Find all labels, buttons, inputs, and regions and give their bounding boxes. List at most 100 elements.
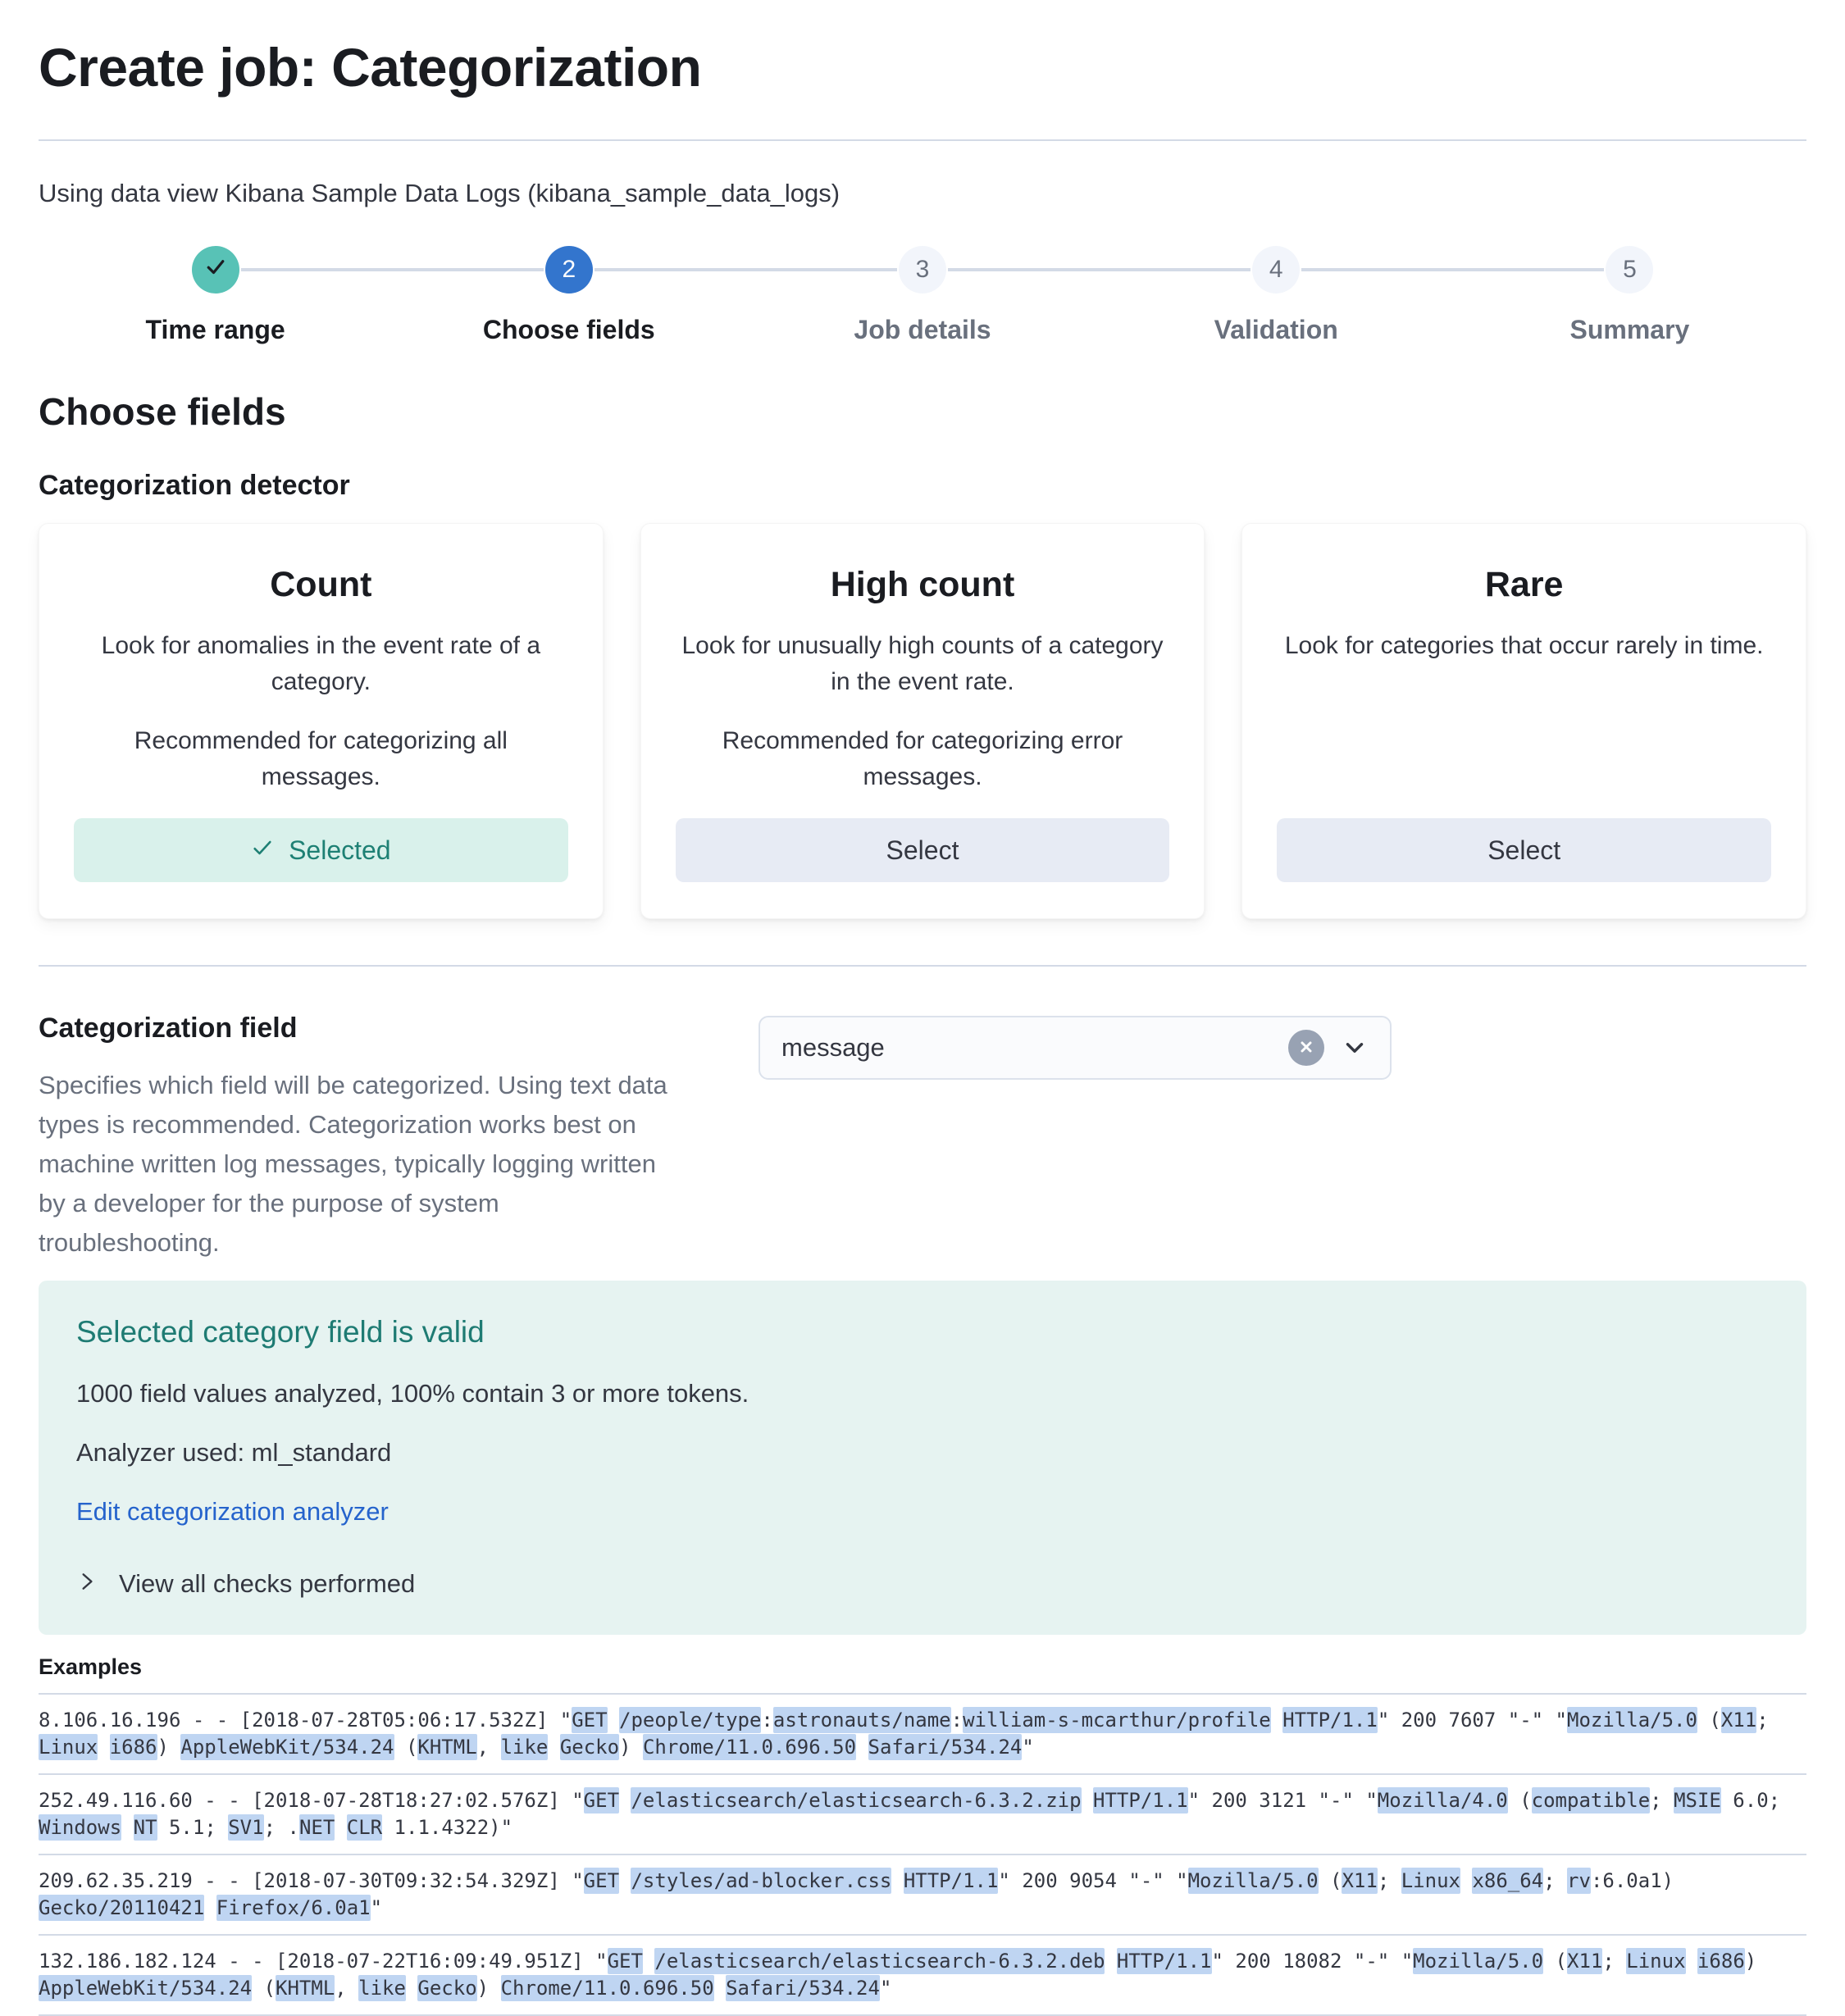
- combobox-value: message: [781, 1033, 885, 1062]
- step-circle-incomplete: 5: [1606, 246, 1654, 294]
- plain-text: 209.62.35.219 - - [2018-07-30T09:32:54.3…: [39, 1869, 584, 1892]
- plain-text: [1105, 1950, 1116, 1973]
- plain-text: ): [157, 1736, 181, 1759]
- plain-text: [608, 1709, 619, 1732]
- highlighted-token: MSIE: [1674, 1787, 1721, 1813]
- highlighted-token: Gecko: [417, 1975, 477, 2001]
- detector-cards: Count Look for anomalies in the event ra…: [39, 523, 1807, 919]
- highlighted-token: Chrome/11.0.696.50: [500, 1975, 714, 2001]
- plain-text: 8.106.16.196 - - [2018-07-28T05:06:17.53…: [39, 1709, 572, 1732]
- plain-text: ): [1744, 1950, 1769, 1973]
- step-summary[interactable]: 5 Summary: [1452, 246, 1806, 345]
- detector-card-high-count: High count Look for unusually high count…: [640, 523, 1205, 919]
- highlighted-token: Mozilla/5.0: [1413, 1948, 1544, 1974]
- page: Create job: Categorization Using data vi…: [0, 33, 1845, 2016]
- plain-text: " 200 3121 "-" ": [1187, 1789, 1378, 1812]
- plain-text: 132.186.182.124 - - [2018-07-22T16:09:49…: [39, 1950, 608, 1973]
- step-label: Choose fields: [482, 315, 655, 344]
- highlighted-token: Mozilla/5.0: [1567, 1707, 1697, 1733]
- step-validation[interactable]: 4 Validation: [1099, 246, 1454, 345]
- view-all-checks-toggle[interactable]: View all checks performed: [76, 1569, 1769, 1599]
- plain-text: 6.0;: [1720, 1789, 1793, 1812]
- choose-fields-heading: Choose fields: [39, 390, 286, 433]
- plain-text: ": [879, 1977, 892, 2000]
- plain-text: 1.1.4322)": [382, 1816, 513, 1839]
- clear-selection-button[interactable]: [1288, 1030, 1324, 1066]
- categorization-field-description: Specifies which field will be categorize…: [39, 1071, 667, 1257]
- toggle-label: View all checks performed: [119, 1569, 416, 1598]
- chevron-down-icon[interactable]: [1341, 1034, 1369, 1062]
- button-label: Select: [1487, 835, 1561, 865]
- categorization-field-control: message: [758, 1013, 1392, 1080]
- highlighted-token: GET: [583, 1787, 620, 1813]
- highlighted-token: HTTP/1.1: [903, 1868, 999, 1894]
- highlighted-token: NET: [298, 1814, 335, 1841]
- categorization-field-info: Categorization field Specifies which fie…: [39, 1013, 686, 1263]
- highlighted-token: Safari/534.24: [726, 1975, 880, 2001]
- examples-section: Examples 8.106.16.196 - - [2018-07-28T05…: [39, 1648, 1806, 2016]
- step-circle-incomplete: 4: [1252, 246, 1301, 294]
- categorization-field-section: Categorization field Specifies which fie…: [39, 1013, 1806, 1263]
- step-time-range[interactable]: Time range: [39, 246, 393, 345]
- highlighted-token: /people/type: [619, 1707, 762, 1733]
- highlighted-token: Gecko/20110421: [39, 1895, 205, 1921]
- callout-analysis-summary: 1000 field values analyzed, 100% contain…: [76, 1379, 749, 1408]
- plain-text: ;: [1650, 1789, 1674, 1812]
- rare-select-button[interactable]: Select: [1277, 818, 1772, 882]
- plain-text: ): [476, 1977, 501, 2000]
- plain-text: [619, 1789, 631, 1812]
- examples-list: 8.106.16.196 - - [2018-07-28T05:06:17.53…: [39, 1693, 1806, 2016]
- plain-text: ": [1022, 1736, 1034, 1759]
- step-label: Job details: [854, 315, 991, 344]
- step-label: Summary: [1569, 315, 1690, 344]
- clear-circle-icon: [1296, 1037, 1316, 1059]
- highlighted-token: i686: [109, 1734, 157, 1760]
- detector-card-rare: Rare Look for categories that occur rare…: [1241, 523, 1807, 919]
- count-selected-button[interactable]: Selected: [74, 818, 568, 882]
- edit-categorization-analyzer-link[interactable]: Edit categorization analyzer: [76, 1497, 389, 1526]
- examples-label: Examples: [39, 1654, 143, 1679]
- plain-text: [1460, 1869, 1472, 1892]
- example-row: 132.186.182.124 - - [2018-07-22T16:09:49…: [39, 1936, 1806, 2016]
- highlighted-token: /styles/ad-blocker.css: [631, 1868, 892, 1894]
- plain-text: [714, 1977, 726, 2000]
- callout-analyzer-used: Analyzer used: ml_standard: [76, 1438, 392, 1467]
- plain-text: 252.49.116.60 - - [2018-07-28T18:27:02.5…: [39, 1789, 584, 1812]
- plain-text: [891, 1869, 903, 1892]
- example-row: 8.106.16.196 - - [2018-07-28T05:06:17.53…: [39, 1695, 1806, 1775]
- categorization-detector-label: Categorization detector: [39, 470, 350, 501]
- highlighted-token: Mozilla/4.0: [1377, 1787, 1508, 1813]
- highlighted-token: Firefox/6.0a1: [216, 1895, 371, 1921]
- highlighted-token: william-s-mcarthur/profile: [963, 1707, 1271, 1733]
- step-circle-active: 2: [544, 246, 593, 294]
- categorization-field-combobox[interactable]: message: [758, 1016, 1392, 1080]
- highlighted-token: i686: [1697, 1948, 1745, 1974]
- plain-text: (: [1543, 1950, 1567, 1973]
- plain-text: ": [370, 1896, 383, 1919]
- highlighted-token: Linux: [39, 1734, 98, 1760]
- highlighted-token: /elasticsearch/elasticsearch-6.3.2.deb: [654, 1948, 1105, 1974]
- plain-text: [98, 1736, 109, 1759]
- step-choose-fields[interactable]: 2 Choose fields: [392, 246, 746, 345]
- example-row: 252.49.116.60 - - [2018-07-28T18:27:02.5…: [39, 1775, 1806, 1855]
- highlighted-token: HTTP/1.1: [1093, 1787, 1188, 1813]
- highlighted-token: AppleWebKit/534.24: [39, 1975, 253, 2001]
- plain-text: " 200 18082 "-" ": [1211, 1950, 1414, 1973]
- highlighted-token: GET: [583, 1868, 620, 1894]
- divider: [39, 965, 1806, 967]
- plain-text: [406, 1977, 417, 2000]
- plain-text: ;: [1602, 1950, 1627, 1973]
- step-label: Time range: [145, 315, 285, 344]
- highlighted-token: Windows: [39, 1814, 122, 1841]
- step-job-details[interactable]: 3 Job details: [745, 246, 1100, 345]
- highlighted-token: astronauts/name: [772, 1707, 951, 1733]
- high-count-select-button[interactable]: Select: [675, 818, 1170, 882]
- plain-text: ;: [1756, 1709, 1781, 1732]
- card-title: Rare: [1484, 565, 1564, 604]
- card-description: Look for unusually high counts of a cate…: [681, 632, 1164, 695]
- highlighted-token: Safari/534.24: [868, 1734, 1023, 1760]
- plain-text: (: [1507, 1789, 1532, 1812]
- step-circle-complete: [191, 246, 239, 294]
- card-recommendation: Recommended for categorizing error messa…: [722, 727, 1123, 790]
- categorization-field-heading: Categorization field: [39, 1013, 298, 1044]
